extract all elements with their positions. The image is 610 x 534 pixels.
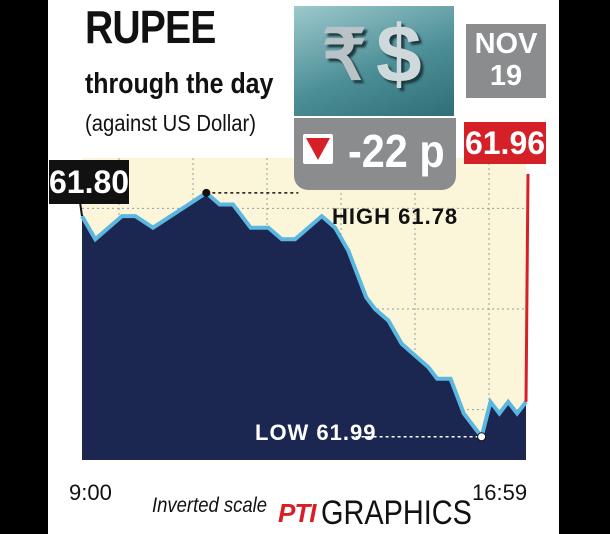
currency-illustration: ₹ $ [294, 6, 454, 116]
rupee-icon: ₹ [322, 16, 367, 94]
chart-subtitle: through the day [85, 68, 274, 100]
chart-subtitle-note: (against US Dollar) [85, 110, 256, 136]
high-point [202, 188, 211, 197]
scale-note: Inverted scale [152, 494, 268, 517]
open-value-label: 61.80 [49, 160, 129, 204]
low-point [477, 432, 487, 442]
close-value-label: 61.96 [464, 122, 546, 164]
credit: PTI GRAPHICS [278, 493, 499, 532]
high-annotation: HIGH 61.78 [332, 204, 459, 229]
date-day: 19 [489, 60, 523, 92]
chart-panel: RUPEE through the day (against US Dollar… [48, 0, 559, 534]
line-series [80, 190, 528, 442]
x-tick-start: 9:00 [69, 480, 112, 505]
chart-svg [73, 158, 530, 461]
down-arrow-icon [306, 138, 330, 160]
credit-text: GRAPHICS [321, 493, 473, 532]
date-badge: NOV 19 [466, 24, 546, 98]
dollar-icon: $ [376, 9, 422, 100]
close-connector [524, 173, 530, 402]
area-series [82, 192, 526, 461]
chart-title: RUPEE [85, 1, 216, 53]
date-month: NOV [474, 28, 538, 60]
change-value: -22 p [348, 125, 445, 177]
pti-logo: PTI [278, 497, 316, 528]
x-tick-end: 16:59 [472, 480, 528, 505]
low-annotation: LOW 61.99 [255, 420, 377, 445]
change-badge: -22 p [294, 118, 456, 190]
